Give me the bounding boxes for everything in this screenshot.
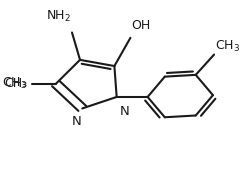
Text: CH$_3$: CH$_3$	[2, 76, 27, 91]
Text: N: N	[72, 115, 81, 128]
Text: NH$_2$: NH$_2$	[46, 9, 71, 24]
Text: OH: OH	[132, 19, 151, 32]
Text: N: N	[120, 105, 130, 118]
Text: CH$_3$: CH$_3$	[215, 39, 240, 54]
Text: CH₃: CH₃	[4, 77, 27, 90]
